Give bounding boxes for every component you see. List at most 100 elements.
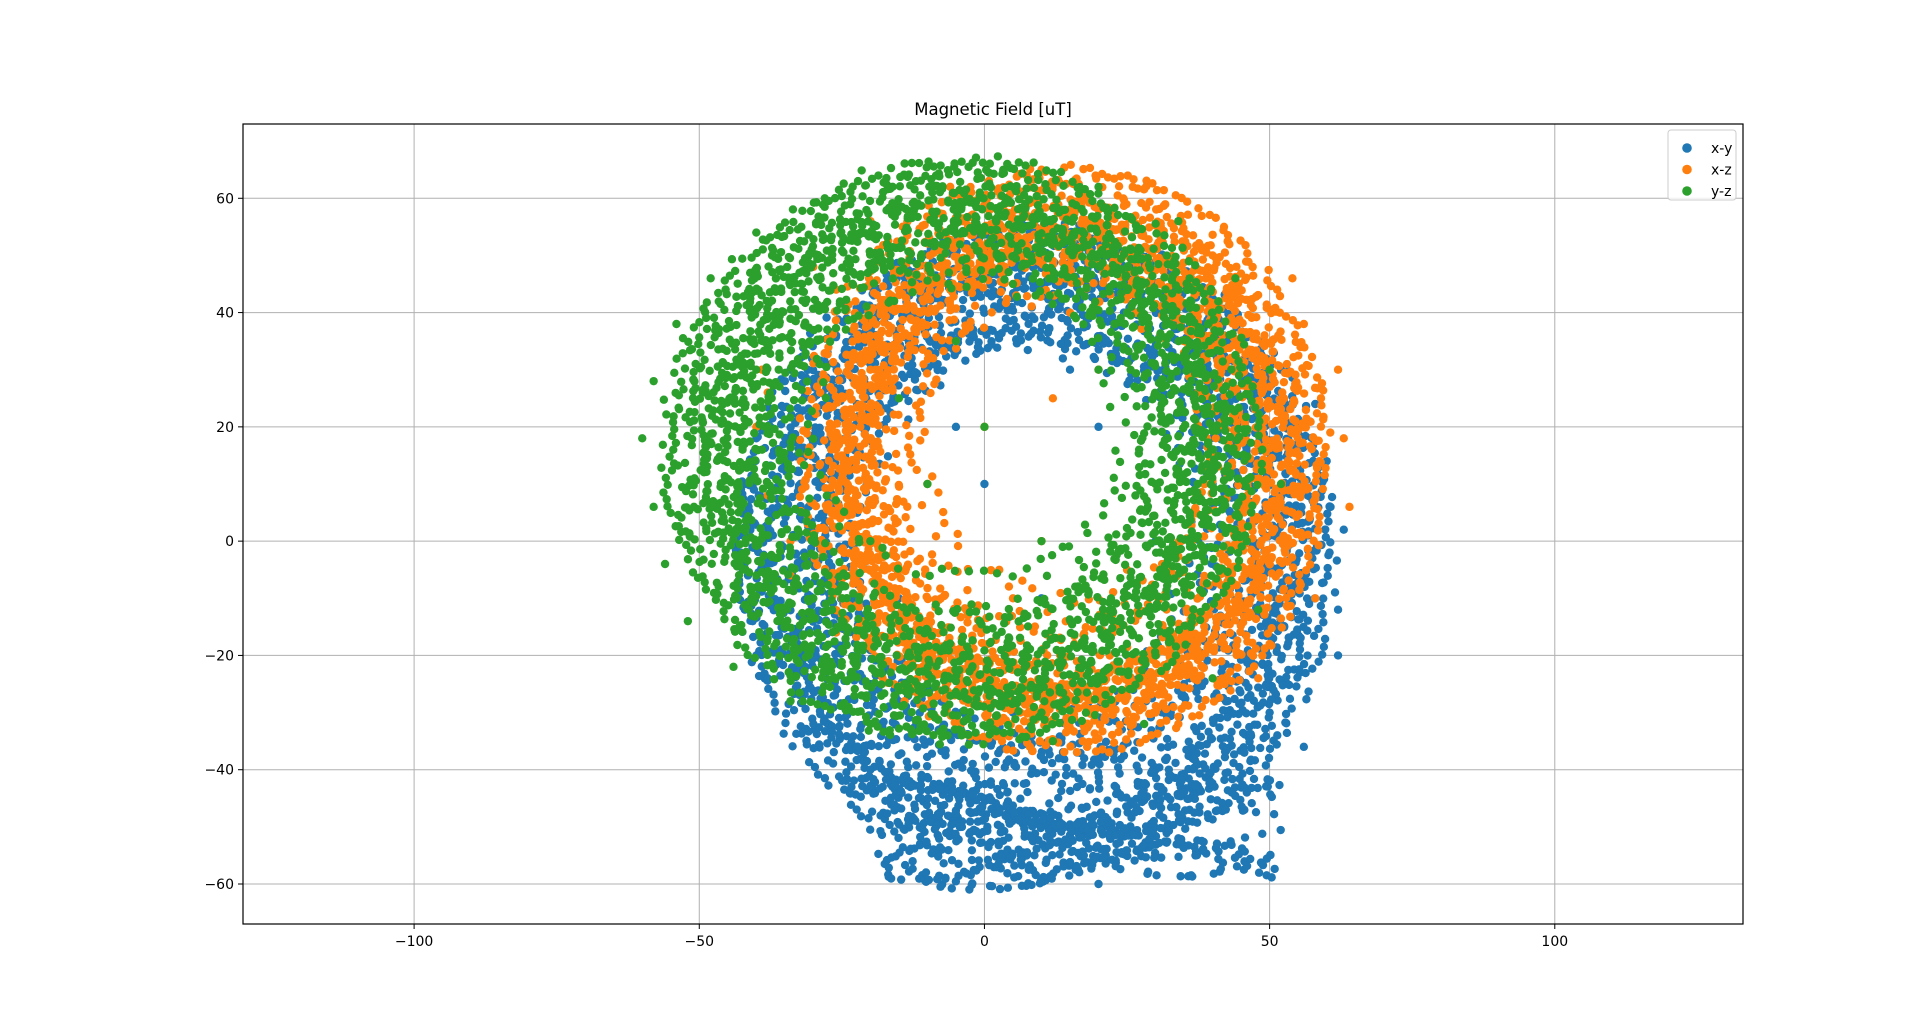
scatter-point [1284,639,1292,647]
scatter-point [875,429,883,437]
scatter-point [1077,833,1085,841]
scatter-point [1296,634,1304,642]
scatter-point [932,375,940,383]
scatter-point [1334,606,1342,614]
scatter-point [952,344,960,352]
scatter-point [1275,595,1283,603]
scatter-point [843,743,851,751]
scatter-point [1302,695,1310,703]
scatter-point [1210,264,1218,272]
scatter-point [1163,754,1171,762]
scatter-point [1222,805,1230,813]
scatter-point [1321,635,1329,643]
scatter-point [1113,810,1121,818]
scatter-point [1334,651,1342,659]
scatter-point [1239,466,1247,474]
scatter-point [969,760,977,768]
scatter-point [980,480,988,488]
scatter-point [908,857,916,865]
scatter-point [1242,709,1250,717]
scatter-point [1239,743,1247,751]
scatter-point [1059,354,1067,362]
scatter-point [1021,312,1029,320]
scatter-point [895,482,903,490]
scatter-point [1261,725,1269,733]
scatter-point [913,743,921,751]
scatter-point [1067,324,1075,332]
scatter-point [1213,618,1221,626]
scatter-point [875,535,883,543]
scatter-point [809,720,817,728]
scatter-point [834,367,842,375]
scatter-point [1069,770,1077,778]
scatter-point [918,825,926,833]
scatter-point [1124,335,1132,343]
scatter-point [821,774,829,782]
scatter-point [911,368,919,376]
scatter-point [917,786,925,794]
scatter-point [1262,732,1270,740]
scatter-point [1273,731,1281,739]
scatter-point [1034,836,1042,844]
scatter-point [1204,728,1212,736]
scatter-point [1265,708,1273,716]
scatter-point [867,742,875,750]
scatter-point [1148,766,1156,774]
scatter-point [1270,865,1278,873]
scatter-point [782,709,790,717]
scatter-point [895,848,903,856]
scatter-point [1328,493,1336,501]
scatter-point [1130,747,1138,755]
scatter-point [1152,871,1160,879]
scatter-point [1253,721,1261,729]
scatter-point [1317,602,1325,610]
scatter-point [1186,631,1194,639]
scatter-point [852,756,860,764]
scatter-point [1130,713,1138,721]
scatter-point [991,758,999,766]
scatter-point [1323,510,1331,518]
scatter-point [1037,333,1045,341]
scatter-point [1198,722,1206,730]
scatter-point [1266,790,1274,798]
scatter-point [1090,353,1098,361]
scatter-point [1322,533,1330,541]
scatter-point [1282,673,1290,681]
scatter-point [1251,447,1259,455]
scatter-point [1086,784,1094,792]
scatter-point [1055,754,1063,762]
scatter-point [931,797,939,805]
scatter-point [1259,698,1267,706]
scatter-point [897,875,905,883]
scatter-point [996,791,1004,799]
scatter-point [987,340,995,348]
scatter-point [1157,824,1165,832]
scatter-point [948,884,956,892]
scatter-point [1088,761,1096,769]
scatter-point [969,790,977,798]
scatter-point [1004,884,1012,892]
scatter-point [1190,723,1198,731]
scatter-point [1157,853,1165,861]
scatter-point [994,837,1002,845]
scatter-point [846,361,854,369]
scatter-point [1292,513,1300,521]
scatter-point [1092,798,1100,806]
scatter-point [1142,853,1150,861]
scatter-point [1224,697,1232,705]
scatter-point [1069,847,1077,855]
scatter-point [1198,267,1206,275]
scatter-point [1001,763,1009,771]
scatter-point [1058,844,1066,852]
scatter-point [894,411,902,419]
scatter-point [1241,847,1249,855]
scatter-point [884,452,892,460]
scatter-point [775,631,783,639]
scatter-point [1283,360,1291,368]
scatter-point [1095,784,1103,792]
scatter-point [1219,706,1227,714]
scatter-point [1075,868,1083,876]
scatter-point [922,838,930,846]
scatter-point [1246,757,1254,765]
scatter-point [1119,194,1127,202]
